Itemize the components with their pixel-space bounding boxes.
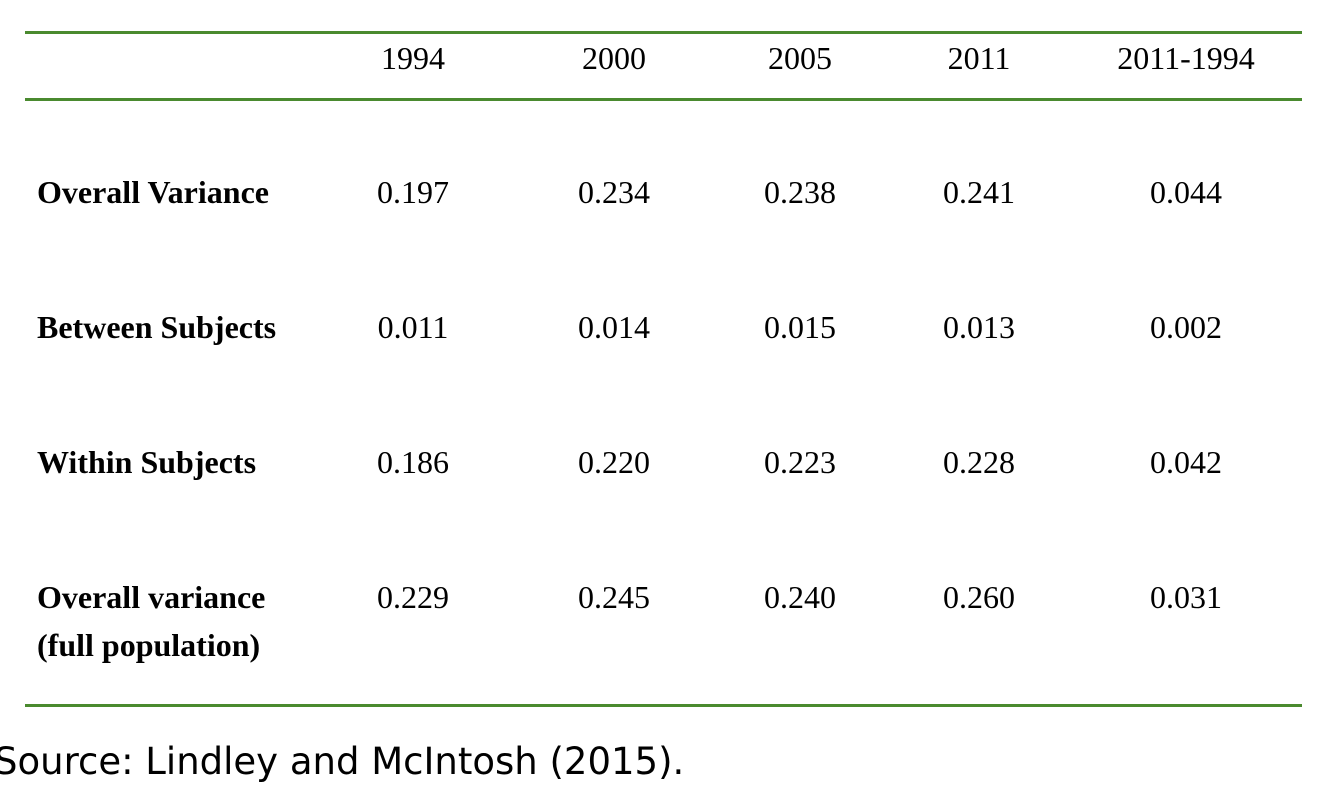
column-header: 2005 [768,40,832,76]
table-cell: 0.240 [764,579,836,615]
table-cell: 0.002 [1150,309,1222,345]
table-cell: 0.015 [764,309,836,345]
table-cell: 0.186 [377,444,449,480]
column-header: 1994 [381,40,445,76]
top-rule [25,31,1302,34]
column-header: 2011-1994 [1117,40,1255,76]
row-label: Between Subjects [37,309,277,345]
bottom-rule [25,704,1302,707]
table-cell: 0.223 [764,444,836,480]
row-label: Within Subjects [37,444,257,480]
column-header: 2011 [947,40,1011,76]
table-cell: 0.013 [943,309,1015,345]
source-note: Source: Lindley and McIntosh (2015). [0,740,685,783]
table-cell: 0.245 [578,579,650,615]
table-cell: 0.011 [377,309,449,345]
table-cell: 0.229 [377,579,449,615]
table-cell: 0.044 [1150,174,1222,210]
table-cell: 0.260 [943,579,1015,615]
table-cell: 0.197 [377,174,449,210]
table-cell: 0.031 [1150,579,1222,615]
table-cell: 0.228 [943,444,1015,480]
table-cell: 0.220 [578,444,650,480]
header-rule [25,98,1302,101]
table-cell: 0.241 [943,174,1015,210]
table-cell: 0.234 [578,174,650,210]
column-header: 2000 [582,40,646,76]
row-label: (full population) [37,627,261,663]
row-label: Overall variance [37,579,266,615]
table-cell: 0.238 [764,174,836,210]
row-label: Overall Variance [37,174,269,210]
table-cell: 0.014 [578,309,650,345]
table-cell: 0.042 [1150,444,1222,480]
